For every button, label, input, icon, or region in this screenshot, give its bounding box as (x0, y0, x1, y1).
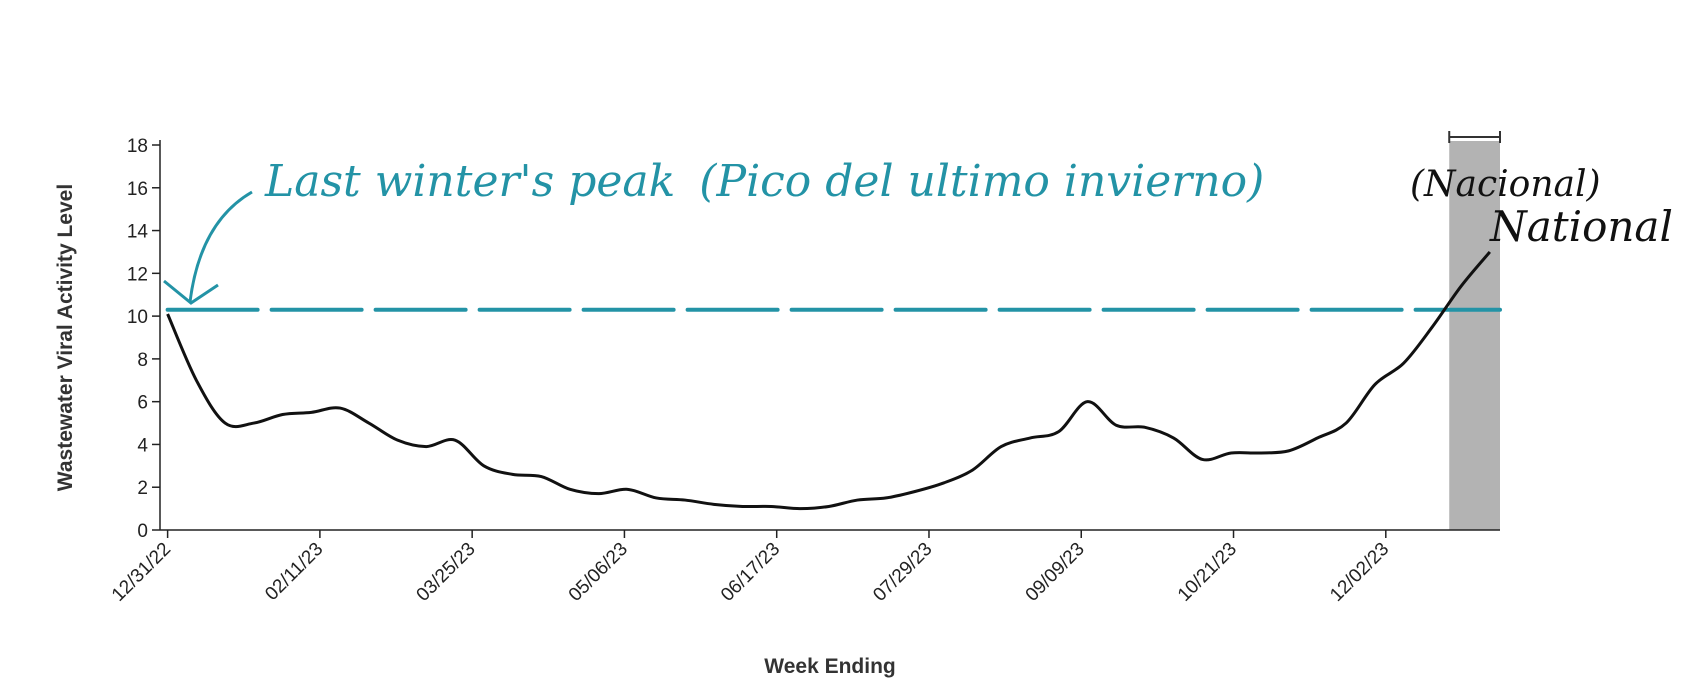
x-tick-label: 05/06/23 (565, 539, 632, 606)
axes: 0 2 4 6 8 10 12 14 16 18 12/31/22 02/11/23 03/25/23 0… (54, 136, 1500, 678)
y-tick-label: 0 (137, 521, 148, 542)
y-tick-label: 4 (137, 435, 148, 456)
x-tick-label: 06/17/23 (717, 539, 784, 606)
y-tick-label: 18 (127, 136, 148, 157)
x-tick-label: 07/29/23 (869, 539, 936, 606)
highlight-band-bracket (1448, 131, 1501, 143)
y-tick-label: 14 (127, 222, 149, 243)
y-axis-title: Wastewater Viral Activity Level (54, 184, 77, 491)
y-tick-label: 2 (137, 478, 148, 499)
highlight-band-layer (1448, 131, 1501, 530)
x-tick-label: 02/11/23 (261, 539, 327, 605)
x-tick-label: 12/02/23 (1326, 539, 1393, 606)
x-axis-title: Week Ending (764, 655, 895, 678)
peak-arrowhead (163, 279, 219, 305)
x-tick-label: 03/25/23 (413, 539, 480, 606)
y-tick-label: 16 (127, 179, 148, 200)
highlight-band (1449, 141, 1500, 530)
y-tick-label: 8 (137, 350, 148, 371)
peak-annotation-es: (Pico del ultimo invierno) (699, 156, 1264, 207)
x-tick-label: 10/21/23 (1174, 539, 1241, 606)
peak-arrow (188, 190, 253, 303)
series-layer (166, 250, 1491, 511)
peak-annotation-en: Last winter's peak (264, 156, 675, 207)
national-annotation-es: (Nacional) (1410, 164, 1601, 205)
annotations: Last winter's peak (Pico del ultimo invi… (163, 156, 1673, 305)
series-line-national (166, 250, 1491, 511)
x-tick-label: 12/31/22 (108, 539, 175, 606)
y-tick-label: 6 (137, 393, 148, 414)
peak-annotation: Last winter's peak (Pico del ultimo invi… (264, 156, 1264, 207)
national-annotation-en: National (1489, 202, 1673, 251)
y-tick-label: 12 (127, 264, 148, 285)
y-tick-label: 10 (127, 307, 148, 328)
x-tick-label: 09/09/23 (1022, 539, 1089, 606)
